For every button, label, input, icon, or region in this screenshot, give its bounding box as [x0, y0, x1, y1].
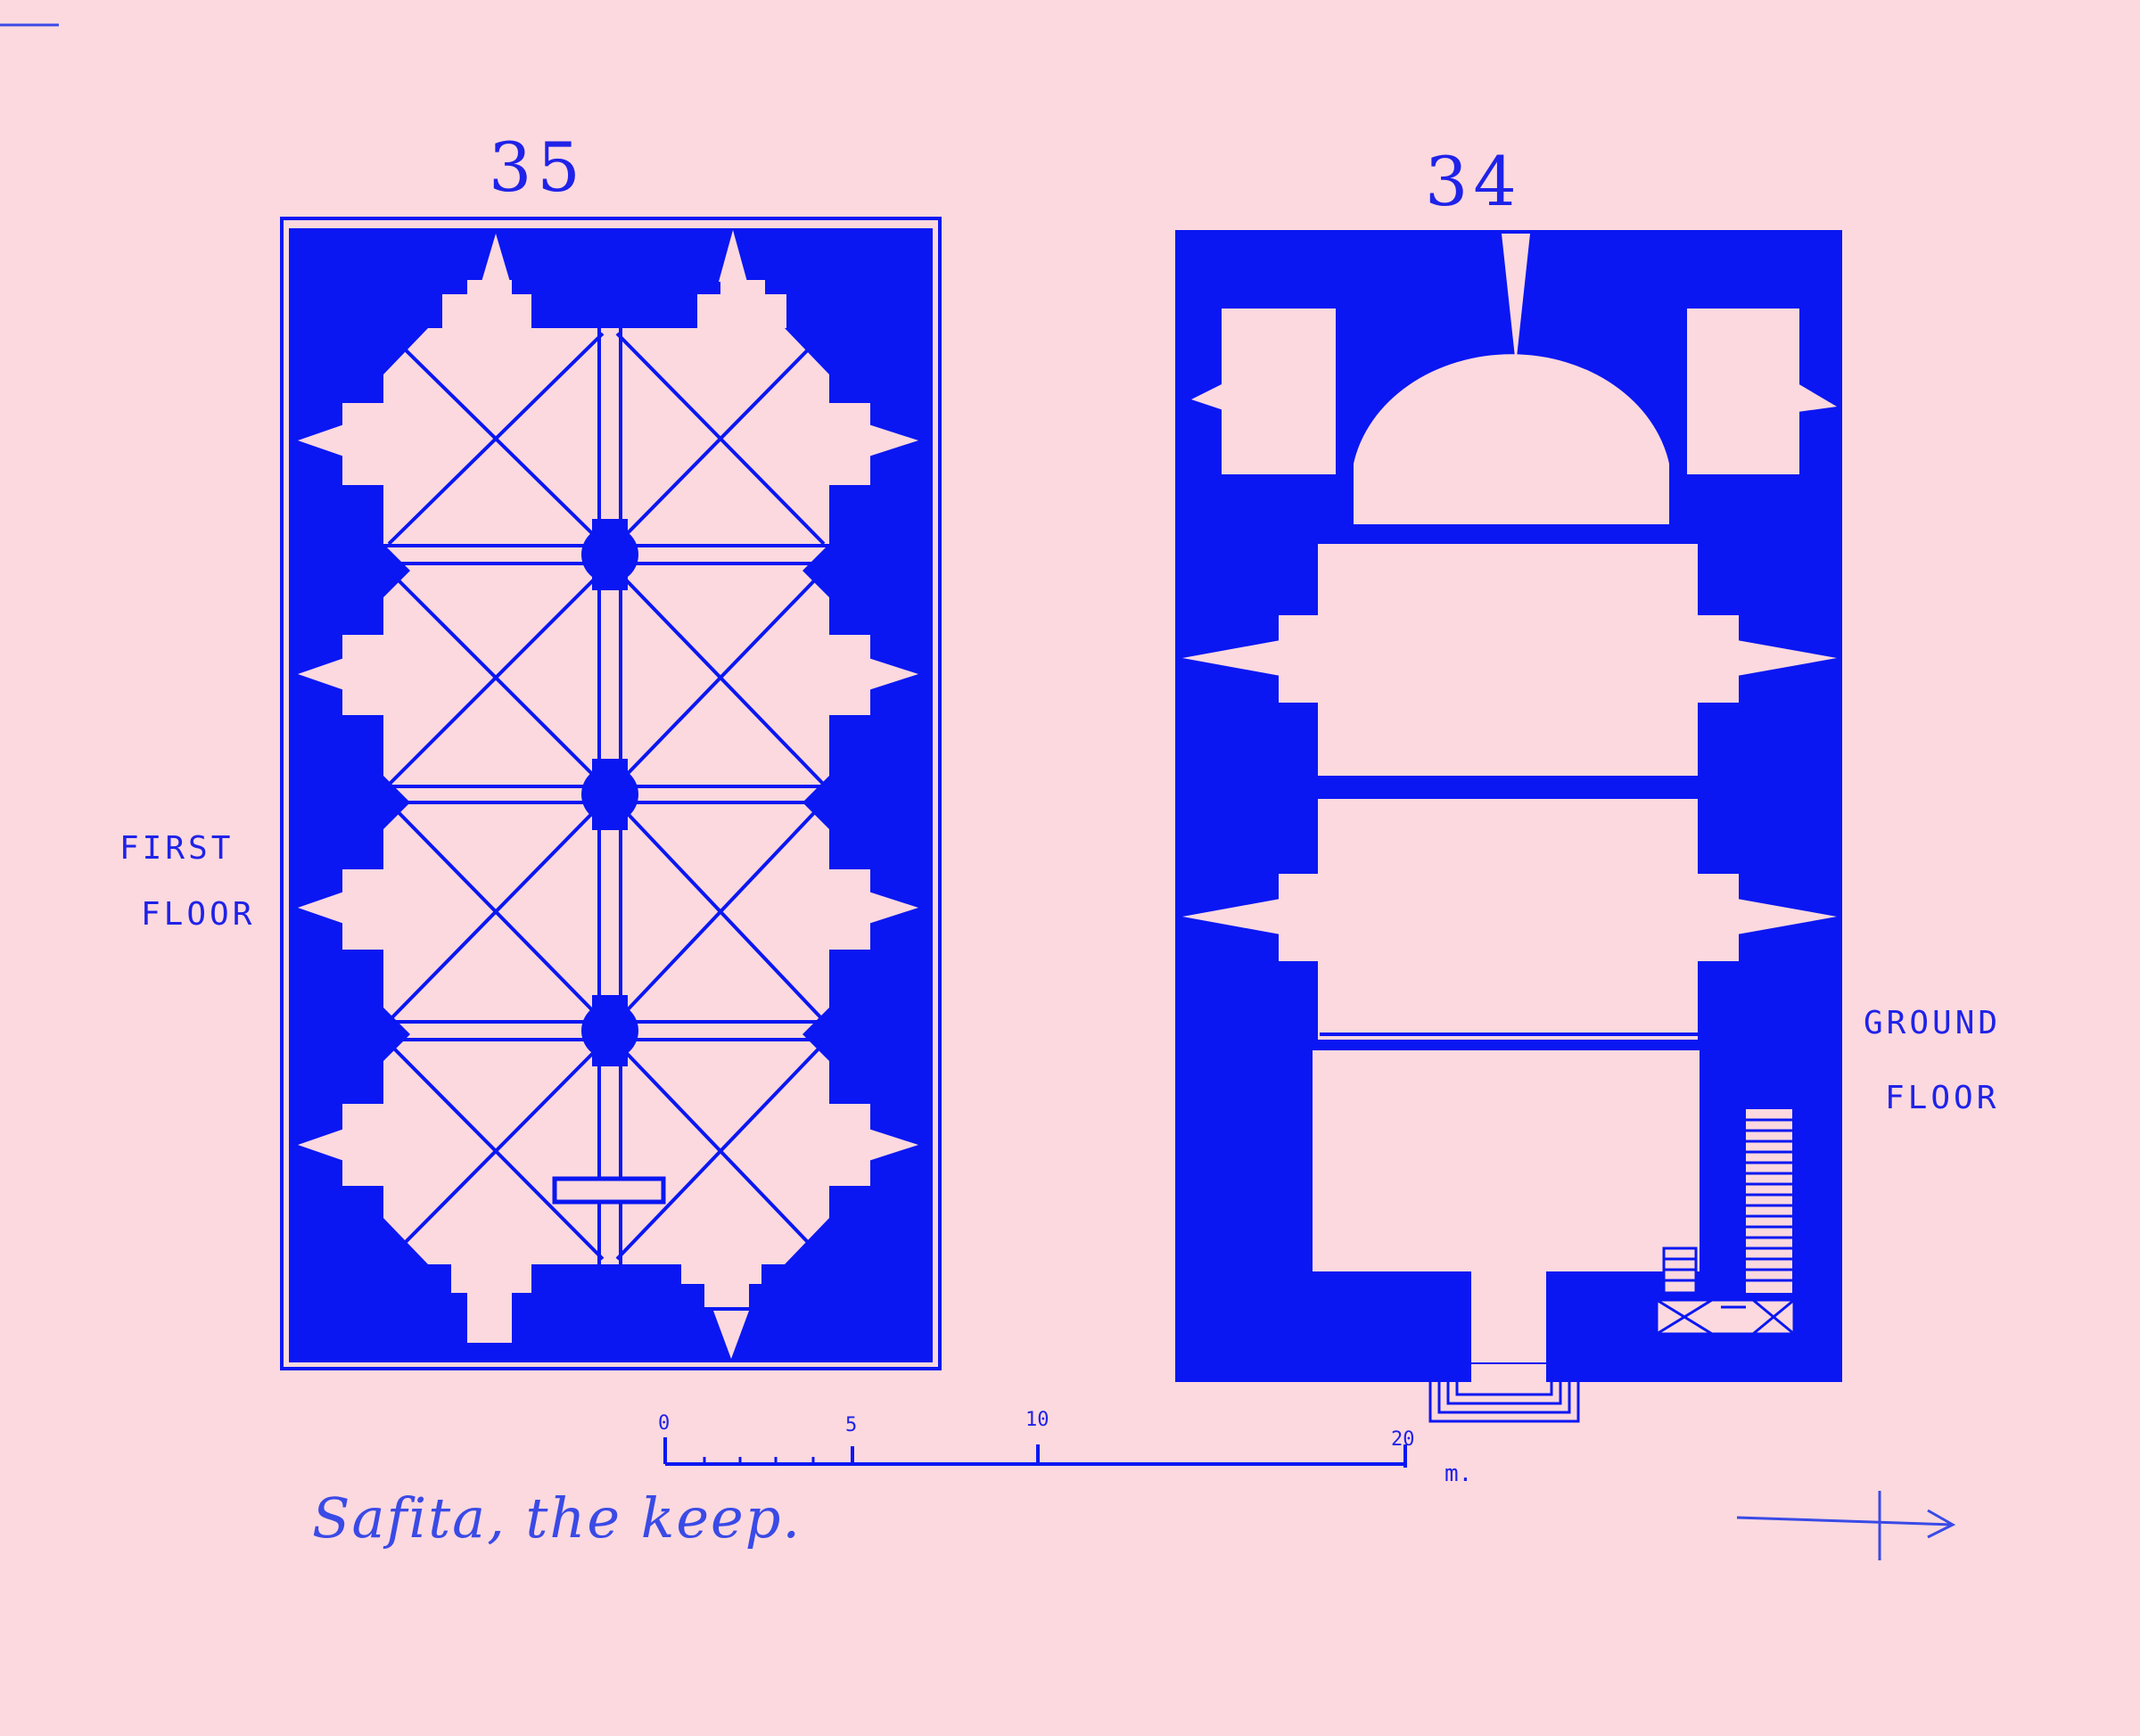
stair-opening — [552, 1176, 666, 1205]
entrance-steps — [1428, 1375, 1580, 1423]
north-arrow — [1736, 1491, 1956, 1560]
entrance-threshold — [1471, 1364, 1546, 1382]
first-floor-label-line1: FIRST — [119, 830, 235, 867]
caption: Safita, the keep. — [312, 1485, 802, 1551]
ground-floor-label-line1: GROUND — [1864, 1005, 2002, 1041]
ground-floor-plan-number: 34 — [1425, 142, 1522, 221]
ground-floor-plan — [1175, 230, 1842, 1423]
apse — [1354, 354, 1669, 524]
ground-floor-label-line2: FLOOR — [1885, 1080, 2000, 1116]
nave-bay-1 — [1318, 544, 1698, 776]
scale-unit: m. — [1444, 1460, 1473, 1487]
central-piers — [581, 519, 638, 1066]
vault-ribs — [387, 332, 826, 1261]
scale-tick-20: 20 — [1391, 1428, 1415, 1451]
ground-floor-arch-bands — [1320, 524, 1700, 1047]
nave-bay-2 — [1318, 799, 1698, 1040]
first-floor-outer-frame — [280, 217, 942, 1370]
scale-tick-10: 10 — [1025, 1409, 1049, 1431]
scale-bar — [663, 1437, 1407, 1468]
northwest-chamber — [1222, 309, 1336, 474]
scale-tick-5: 5 — [845, 1414, 858, 1436]
ground-floor-interior — [1182, 234, 1837, 1362]
stair-hatching — [1655, 1109, 1796, 1336]
first-floor-label-line2: FLOOR — [141, 896, 256, 933]
east-slit — [1502, 234, 1530, 366]
first-floor-plan — [280, 217, 942, 1370]
nave-bay-3 — [1313, 1050, 1700, 1271]
first-floor-plan-number: 35 — [489, 128, 586, 207]
northeast-chamber — [1687, 309, 1799, 474]
scale-tick-0: 0 — [658, 1412, 671, 1435]
